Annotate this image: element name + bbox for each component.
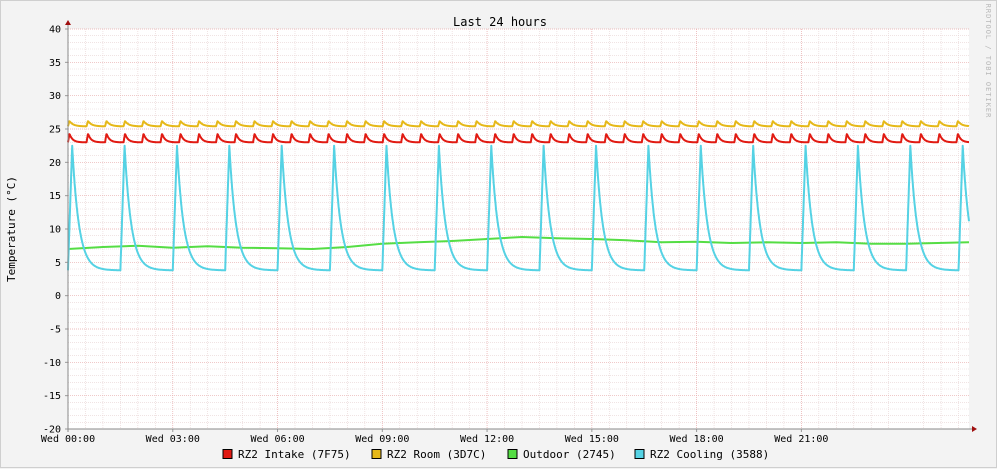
x-tick-label: Wed 00:00 bbox=[41, 434, 95, 445]
y-tick-label: -5 bbox=[49, 325, 61, 336]
y-tick-label: -20 bbox=[43, 425, 61, 436]
chart-title: Last 24 hours bbox=[453, 15, 547, 29]
legend-swatch bbox=[222, 449, 233, 459]
legend-swatch bbox=[371, 449, 382, 459]
x-tick-label: Wed 18:00 bbox=[670, 434, 724, 445]
series-line-0 bbox=[67, 133, 970, 144]
y-tick-label: 30 bbox=[49, 91, 61, 102]
y-tick-label: 15 bbox=[49, 191, 61, 202]
legend-label: RZ2 Cooling (3588) bbox=[650, 448, 769, 461]
y-tick-label: 20 bbox=[49, 158, 61, 169]
watermark: RRDTOOL / TOBI OETIKER bbox=[984, 4, 992, 119]
legend-swatch bbox=[634, 449, 645, 459]
y-axis-label: Temperature (°C) bbox=[5, 176, 18, 282]
x-tick-label: Wed 09:00 bbox=[355, 434, 409, 445]
y-tick-label: 35 bbox=[49, 58, 61, 69]
x-tick-label: Wed 03:00 bbox=[146, 434, 200, 445]
legend-label: Outdoor (2745) bbox=[523, 448, 616, 461]
x-tick-label: Wed 21:00 bbox=[774, 434, 828, 445]
legend-label: RZ2 Room (3D7C) bbox=[387, 448, 486, 461]
y-tick-label: 40 bbox=[49, 25, 61, 36]
y-tick-label: 0 bbox=[55, 291, 61, 302]
y-tick-label: 5 bbox=[55, 258, 61, 269]
x-tick-label: Wed 15:00 bbox=[565, 434, 619, 445]
series-line-2 bbox=[67, 236, 970, 250]
series-line-3 bbox=[67, 144, 970, 272]
y-axis-arrow bbox=[65, 20, 71, 25]
y-tick-label: -10 bbox=[43, 358, 61, 369]
x-tick-label: Wed 06:00 bbox=[250, 434, 304, 445]
x-axis-arrow bbox=[972, 426, 977, 432]
legend-label: RZ2 Intake (7F75) bbox=[238, 448, 351, 461]
legend-swatch bbox=[507, 449, 518, 459]
series-layer bbox=[67, 120, 970, 272]
y-tick-label: -15 bbox=[43, 391, 61, 402]
legend: RZ2 Intake (7F75) RZ2 Room (3D7C) Outdoor … bbox=[222, 448, 769, 461]
y-tick-label: 25 bbox=[49, 125, 61, 136]
series-line-1 bbox=[67, 120, 970, 128]
y-tick-label: 10 bbox=[49, 225, 61, 236]
x-tick-label: Wed 12:00 bbox=[460, 434, 514, 445]
